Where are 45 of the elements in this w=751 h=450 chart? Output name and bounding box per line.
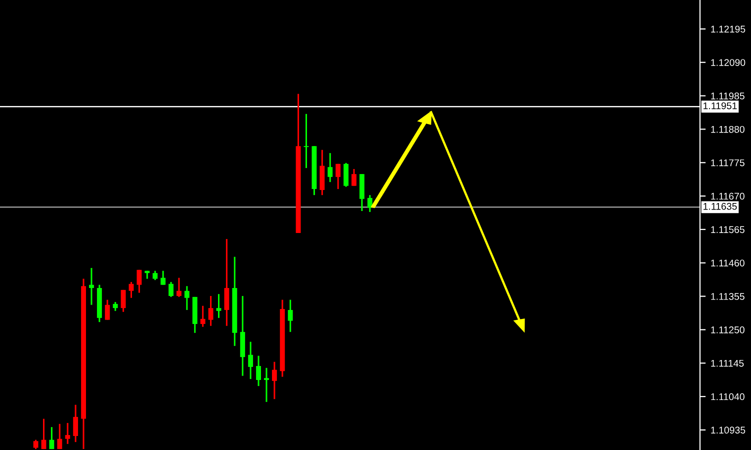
candlestick	[288, 299, 293, 333]
candlestick	[367, 194, 372, 213]
y-tick-label: 1.10935	[711, 426, 746, 434]
candlestick	[152, 270, 158, 281]
candlestick	[216, 293, 222, 319]
candlestick	[89, 267, 94, 306]
y-tick-label: 1.11250	[711, 326, 744, 334]
candlestick	[176, 277, 182, 298]
y-tick-label: 1.11565	[711, 226, 744, 234]
candlestick	[336, 163, 341, 190]
y-tick-label: 1.11775	[711, 159, 744, 166]
y-tick-label: 1.11670	[711, 192, 744, 200]
y-tick-label: 1.11145	[711, 360, 744, 367]
y-tick-label: 1.11355	[711, 293, 744, 300]
candlestick	[168, 281, 174, 298]
y-tick-label: 1.12090	[711, 59, 746, 66]
candlestick	[65, 422, 70, 445]
candlestick	[57, 423, 62, 450]
candlestick	[33, 439, 38, 450]
y-tick-label: 1.11985	[711, 92, 744, 100]
ref-line-label: 1.11951	[704, 102, 737, 110]
candlestick	[73, 404, 78, 443]
candlestick	[184, 285, 190, 311]
y-tick-label: 1.11460	[711, 260, 744, 266]
candlestick	[160, 270, 166, 286]
candlestick	[248, 341, 254, 380]
candlestick	[328, 152, 333, 183]
candlestick	[352, 168, 356, 187]
candlestick	[200, 305, 206, 328]
candlestick	[304, 113, 309, 169]
candlestick	[120, 289, 126, 313]
candlestick	[224, 238, 230, 327]
ref-line-label: 1.11635	[704, 202, 737, 210]
y-tick-label: 1.11880	[711, 126, 744, 133]
candlestick	[49, 426, 54, 450]
y-tick-label: 1.12195	[711, 26, 746, 33]
candlestick	[104, 299, 110, 321]
candlestick	[136, 269, 142, 294]
candlestick	[256, 355, 261, 387]
candlestick	[264, 367, 269, 403]
candlestick	[128, 281, 134, 299]
y-tick-label: 1.11040	[711, 393, 744, 400]
candlestick	[344, 162, 348, 188]
candlestick	[208, 295, 214, 327]
candlestick	[272, 361, 277, 400]
